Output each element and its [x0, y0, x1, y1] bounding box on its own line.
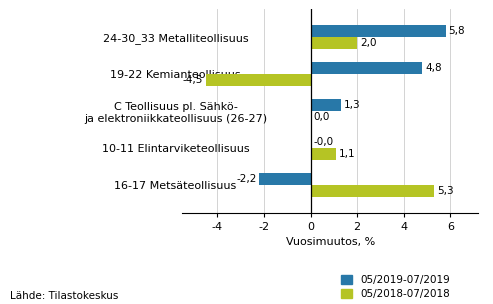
Bar	[311, 99, 341, 111]
Bar	[311, 148, 336, 160]
Legend: 05/2019-07/2019, 05/2018-07/2018: 05/2019-07/2019, 05/2018-07/2018	[342, 275, 450, 299]
Bar	[311, 62, 423, 74]
Text: 1,3: 1,3	[344, 100, 360, 110]
Text: 0,0: 0,0	[314, 112, 330, 122]
Bar	[311, 37, 357, 49]
X-axis label: Vuosimuutos, %: Vuosimuutos, %	[285, 237, 375, 247]
Text: Lähde: Tilastokeskus: Lähde: Tilastokeskus	[10, 291, 118, 301]
Bar	[311, 25, 446, 37]
Text: 5,3: 5,3	[437, 186, 454, 196]
Text: -2,2: -2,2	[236, 174, 256, 184]
Bar	[259, 173, 311, 185]
Text: 2,0: 2,0	[360, 38, 376, 48]
Text: 1,1: 1,1	[339, 149, 355, 159]
Bar	[311, 185, 434, 197]
Text: -0,0: -0,0	[314, 137, 333, 147]
Text: 5,8: 5,8	[449, 26, 465, 36]
Text: -4,5: -4,5	[182, 75, 203, 85]
Text: 4,8: 4,8	[425, 63, 442, 73]
Bar	[206, 74, 311, 86]
